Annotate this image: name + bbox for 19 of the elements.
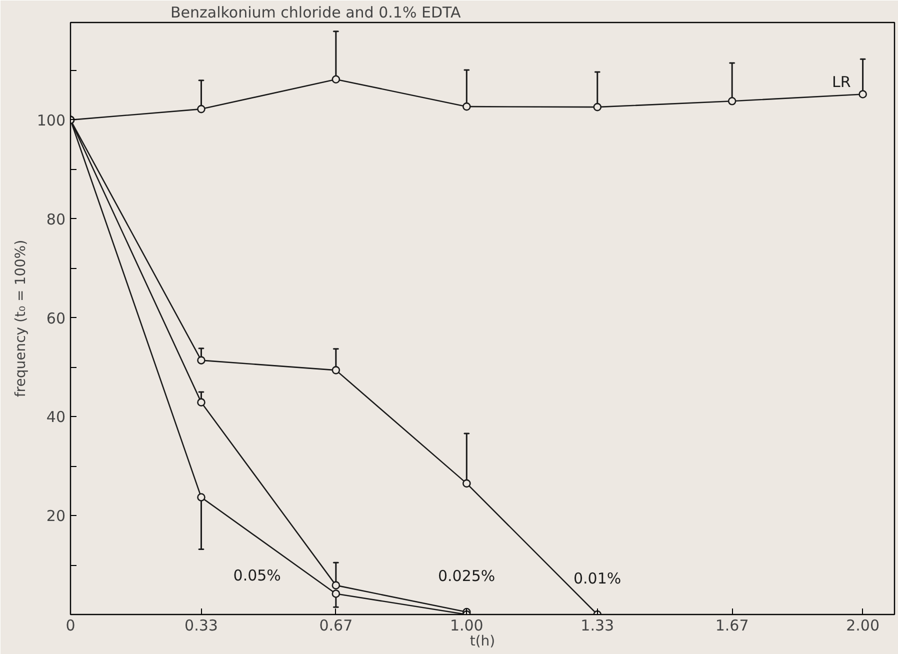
series-label: 0.05% [233, 566, 281, 585]
x-tick-label: 2.00 [846, 616, 880, 634]
y-tick-label: 80 [46, 210, 66, 228]
x-tick-label: 0.33 [184, 616, 218, 634]
x-tick-label: 1.00 [450, 616, 484, 634]
y-tick-label: 100 [36, 111, 66, 130]
x-tick-label: 1.67 [715, 616, 749, 634]
chart-title: Benzalkonium chloride and 0.1% EDTA [170, 4, 462, 22]
y-tick-label: 40 [46, 408, 66, 426]
x-tick-label: 0.67 [319, 616, 353, 634]
series-label: LR [832, 73, 851, 92]
series-label: 0.01% [573, 570, 622, 588]
y-axis-title: frequency (t₀ = 100%) [12, 240, 29, 398]
x-tick-label: 0 [66, 616, 76, 634]
series-label: 0.025% [438, 567, 496, 586]
x-axis-title: t(h) [470, 634, 496, 650]
y-tick-label: 20 [46, 507, 66, 526]
y-tick-label: 60 [46, 309, 66, 328]
x-tick-label: 1.33 [580, 616, 614, 634]
